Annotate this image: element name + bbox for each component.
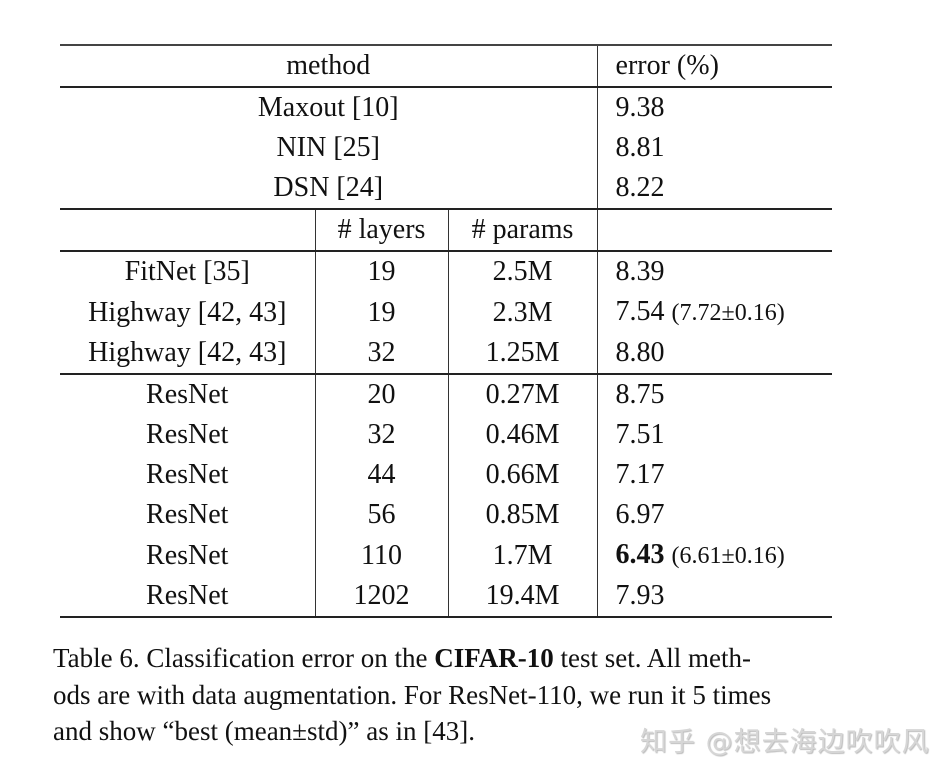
table-row: DSN [24] 8.22 [60, 168, 832, 209]
params-cell: 1.7M [448, 535, 598, 576]
error-mean-std: (6.61±0.16) [671, 543, 785, 569]
header-error: error (%) [597, 44, 833, 87]
method-cell: ResNet [60, 373, 316, 415]
method-cell: Highway [42, 43] [60, 292, 316, 333]
layers-cell: 32 [315, 333, 449, 374]
table-caption: Table 6. Classification error on the CIF… [53, 640, 853, 750]
subheader-empty [60, 208, 316, 251]
error-cell: 8.22 [615, 172, 665, 203]
layers-cell: 19 [315, 250, 449, 292]
method-cell: ResNet [60, 415, 316, 455]
caption-dataset-name: CIFAR-10 [434, 643, 554, 673]
caption-text: test set. All meth- [553, 643, 751, 673]
error-value: 8.39 [615, 256, 665, 287]
error-cell: 8.75 [597, 373, 833, 415]
caption-line-2: ods are with data augmentation. For ResN… [53, 679, 772, 710]
error-cell: 7.93 [597, 576, 833, 618]
table-row: ResNet 44 0.66M 7.17 [60, 455, 832, 495]
error-value: 8.75 [615, 379, 665, 410]
caption-line-3: and show “best (mean±std)” as in [43]. [53, 716, 475, 746]
table-row: Maxout [10] 9.38 [60, 86, 833, 128]
error-cell: 7.17 [597, 455, 832, 495]
table-row: ResNet 32 0.46M 7.51 [60, 415, 832, 455]
error-value: 7.54 [615, 296, 665, 327]
params-cell: 2.5M [448, 250, 598, 292]
subheader-row: # layers # params [60, 208, 833, 251]
caption-line-1: Table 6. Classification error on the CIF… [53, 640, 853, 677]
error-cell: 6.97 [597, 495, 832, 535]
header-params: # params [448, 208, 598, 251]
layers-cell: 32 [315, 415, 449, 455]
method-cell: ResNet [60, 535, 316, 576]
zhihu-watermark: 知乎 @想去海边吹吹风 [640, 727, 930, 758]
error-mean-std: (7.72±0.16) [671, 300, 785, 326]
error-cell: 8.81 [615, 132, 665, 163]
error-value: 7.17 [615, 459, 665, 490]
method-cell: ResNet [60, 576, 316, 618]
cifar10-results-table: method error (%) Maxout [10] 9.38 NIN [2… [60, 44, 833, 618]
layers-cell: 19 [315, 292, 449, 333]
results-table-container: method error (%) Maxout [10] 9.38 NIN [2… [60, 44, 833, 618]
layers-cell: 110 [315, 535, 449, 576]
table-row-best: ResNet 110 1.7M 6.43 (6.61±0.16) [60, 535, 832, 576]
error-cell: 9.38 [597, 86, 833, 128]
error-cell: 8.39 [597, 250, 833, 292]
method-cell: NIN [25] [60, 128, 598, 168]
error-value: 6.97 [615, 499, 665, 530]
params-cell: 1.25M [448, 333, 598, 374]
table-row: NIN [25] 8.81 [60, 128, 832, 168]
header-row: method error (%) [60, 44, 833, 87]
error-value: 7.51 [615, 419, 665, 450]
method-cell: ResNet [60, 455, 316, 495]
params-cell: 2.3M [448, 292, 598, 333]
method-cell: FitNet [35] [60, 250, 316, 292]
layers-cell: 56 [315, 495, 449, 535]
layers-cell: 1202 [315, 576, 449, 618]
params-cell: 0.66M [448, 455, 598, 495]
table-row: ResNet 56 0.85M 6.97 [60, 495, 832, 535]
params-cell: 0.46M [448, 415, 598, 455]
params-cell: 0.27M [448, 373, 598, 415]
table-row: ResNet 1202 19.4M 7.93 [60, 576, 833, 618]
params-cell: 19.4M [448, 576, 598, 618]
error-cell: 7.54 (7.72±0.16) [597, 292, 832, 333]
table-row: FitNet [35] 19 2.5M 8.39 [60, 250, 833, 292]
error-cell: 8.80 [597, 333, 832, 374]
method-cell: DSN [24] [60, 168, 598, 209]
layers-cell: 44 [315, 455, 449, 495]
header-method: method [60, 44, 598, 87]
error-cell: 7.51 [597, 415, 832, 455]
method-cell: Highway [42, 43] [60, 333, 316, 374]
table-row: Highway [42, 43] 32 1.25M 8.80 [60, 333, 832, 374]
error-value: 8.80 [615, 337, 665, 368]
error-value: 7.93 [615, 580, 665, 611]
method-cell: ResNet [60, 495, 316, 535]
subheader-error-empty [597, 208, 833, 251]
table-row: Highway [42, 43] 19 2.3M 7.54 (7.72±0.16… [60, 292, 832, 333]
error-cell: 6.43 (6.61±0.16) [597, 535, 832, 576]
method-cell: Maxout [10] [60, 86, 598, 128]
params-cell: 0.85M [448, 495, 598, 535]
best-error-value: 6.43 [615, 539, 665, 570]
caption-text: Table 6. Classification error on the [53, 643, 435, 673]
layers-cell: 20 [315, 373, 449, 415]
header-layers: # layers [315, 208, 449, 251]
table-row: ResNet 20 0.27M 8.75 [60, 373, 833, 415]
